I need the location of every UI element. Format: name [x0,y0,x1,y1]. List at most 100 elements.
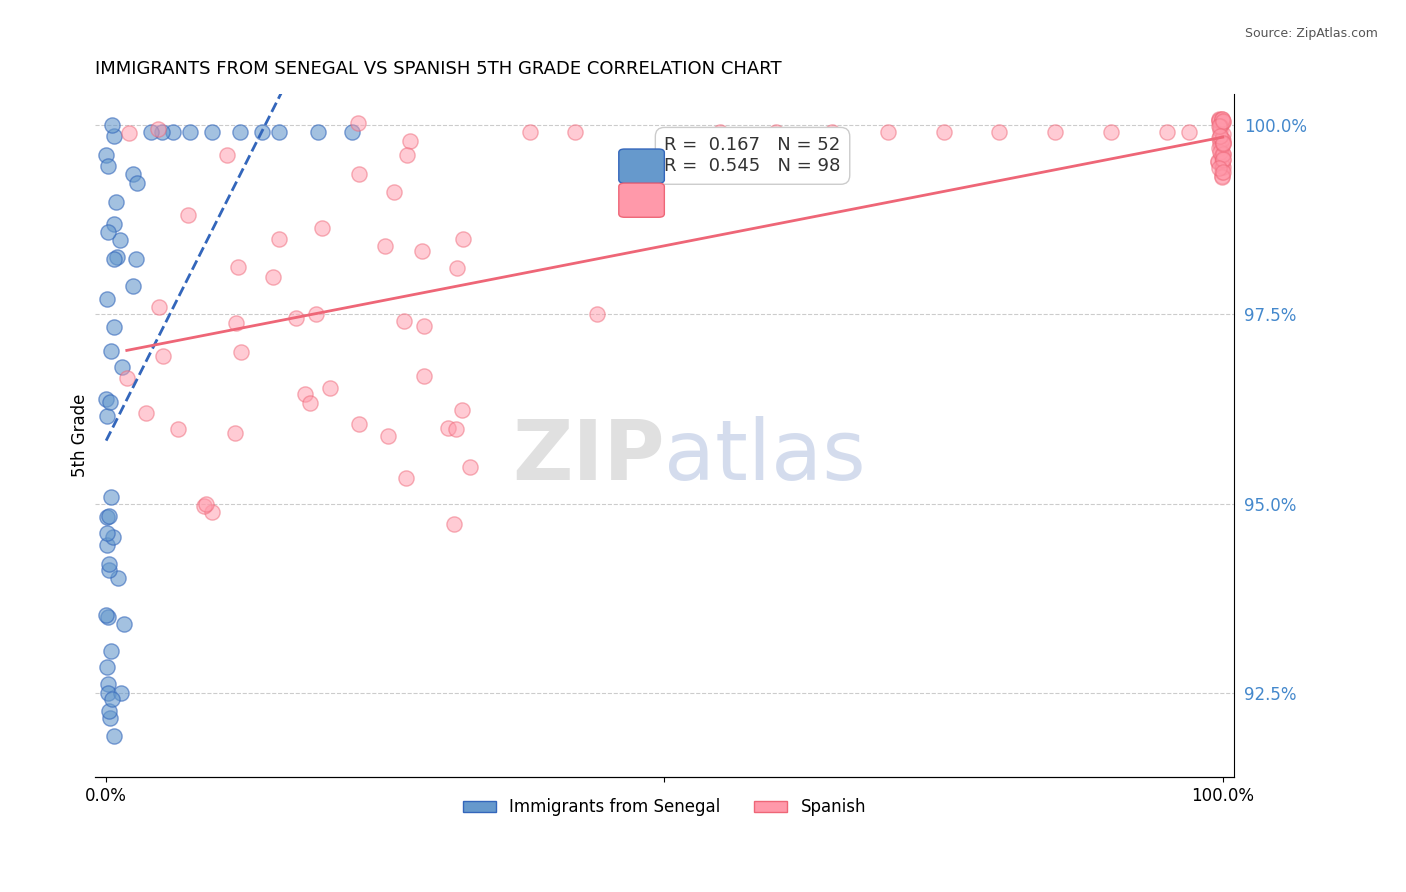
Spanish [1211,169,1233,184]
Immigrants from Senegal [101,530,124,544]
Spanish [1208,161,1230,175]
Spanish [118,126,141,140]
Spanish [821,125,844,139]
Spanish [765,125,787,139]
Spanish [1211,159,1233,173]
Spanish [411,244,433,259]
Spanish [450,403,472,417]
Immigrants from Senegal [103,320,125,334]
Immigrants from Senegal [96,510,118,524]
Spanish [1208,117,1230,131]
Spanish [1209,119,1232,133]
Immigrants from Senegal [101,119,124,133]
FancyBboxPatch shape [619,149,665,183]
Spanish [1211,131,1233,145]
Spanish [1209,128,1232,143]
Immigrants from Senegal [96,526,118,541]
Spanish [304,307,326,321]
Spanish [453,231,475,245]
Spanish [1209,122,1232,136]
Immigrants from Senegal [96,660,118,674]
Immigrants from Senegal [100,644,122,658]
Spanish [226,260,249,275]
Immigrants from Senegal [98,558,121,572]
Spanish [1209,140,1232,154]
Spanish [377,428,399,442]
Spanish [564,125,586,139]
Spanish [1212,132,1234,146]
Spanish [392,314,415,328]
Immigrants from Senegal [179,125,201,139]
Spanish [413,319,436,334]
Spanish [229,344,252,359]
Immigrants from Senegal [112,617,135,632]
Spanish [458,460,481,475]
Spanish [519,125,541,139]
Spanish [1211,156,1233,170]
Spanish [1212,147,1234,161]
Immigrants from Senegal [97,685,120,699]
Spanish [1209,145,1232,159]
Immigrants from Senegal [267,125,290,139]
Spanish [399,134,422,148]
Spanish [1156,125,1178,139]
Spanish [1212,114,1234,128]
Immigrants from Senegal [103,252,125,266]
Spanish [115,370,138,384]
Immigrants from Senegal [100,344,122,359]
Spanish [217,147,239,161]
Text: R =  0.167   N = 52
R =  0.545   N = 98: R = 0.167 N = 52 R = 0.545 N = 98 [665,136,841,175]
Spanish [319,381,342,395]
Immigrants from Senegal [150,125,173,139]
Immigrants from Senegal [162,125,184,139]
Immigrants from Senegal [229,125,252,139]
Immigrants from Senegal [97,610,120,624]
Immigrants from Senegal [101,692,124,706]
Spanish [1212,160,1234,174]
Spanish [932,125,955,139]
Immigrants from Senegal [107,571,129,585]
Immigrants from Senegal [98,394,121,409]
Spanish [1211,112,1233,127]
Y-axis label: 5th Grade: 5th Grade [72,394,89,477]
Immigrants from Senegal [97,159,120,173]
Spanish [1208,119,1230,133]
Spanish [311,221,333,235]
Spanish [1209,148,1232,162]
Spanish [1209,136,1232,151]
Spanish [1099,125,1122,139]
Spanish [1208,131,1230,145]
Spanish [299,396,322,410]
Spanish [374,239,396,253]
Spanish [1211,165,1233,179]
Spanish [709,125,731,139]
Spanish [586,307,609,321]
Immigrants from Senegal [100,490,122,504]
Immigrants from Senegal [103,217,125,231]
Text: IMMIGRANTS FROM SENEGAL VS SPANISH 5TH GRADE CORRELATION CHART: IMMIGRANTS FROM SENEGAL VS SPANISH 5TH G… [94,60,782,78]
Spanish [269,232,291,246]
Spanish [1211,148,1233,162]
Text: atlas: atlas [665,416,866,497]
Immigrants from Senegal [121,167,143,181]
Spanish [1208,113,1230,128]
Spanish [195,497,218,511]
Immigrants from Senegal [103,729,125,743]
Immigrants from Senegal [98,563,121,577]
Spanish [294,387,316,401]
Spanish [347,417,370,431]
Text: Source: ZipAtlas.com: Source: ZipAtlas.com [1244,27,1378,40]
Immigrants from Senegal [121,278,143,293]
Spanish [1212,165,1234,179]
Immigrants from Senegal [96,392,118,406]
Spanish [152,349,174,363]
Spanish [167,421,190,435]
Spanish [1178,125,1201,139]
Spanish [148,300,170,314]
Legend: Immigrants from Senegal, Spanish: Immigrants from Senegal, Spanish [456,792,873,823]
Spanish [224,426,246,441]
Immigrants from Senegal [96,409,118,423]
Immigrants from Senegal [110,686,132,700]
FancyBboxPatch shape [619,183,665,218]
Spanish [193,499,215,513]
